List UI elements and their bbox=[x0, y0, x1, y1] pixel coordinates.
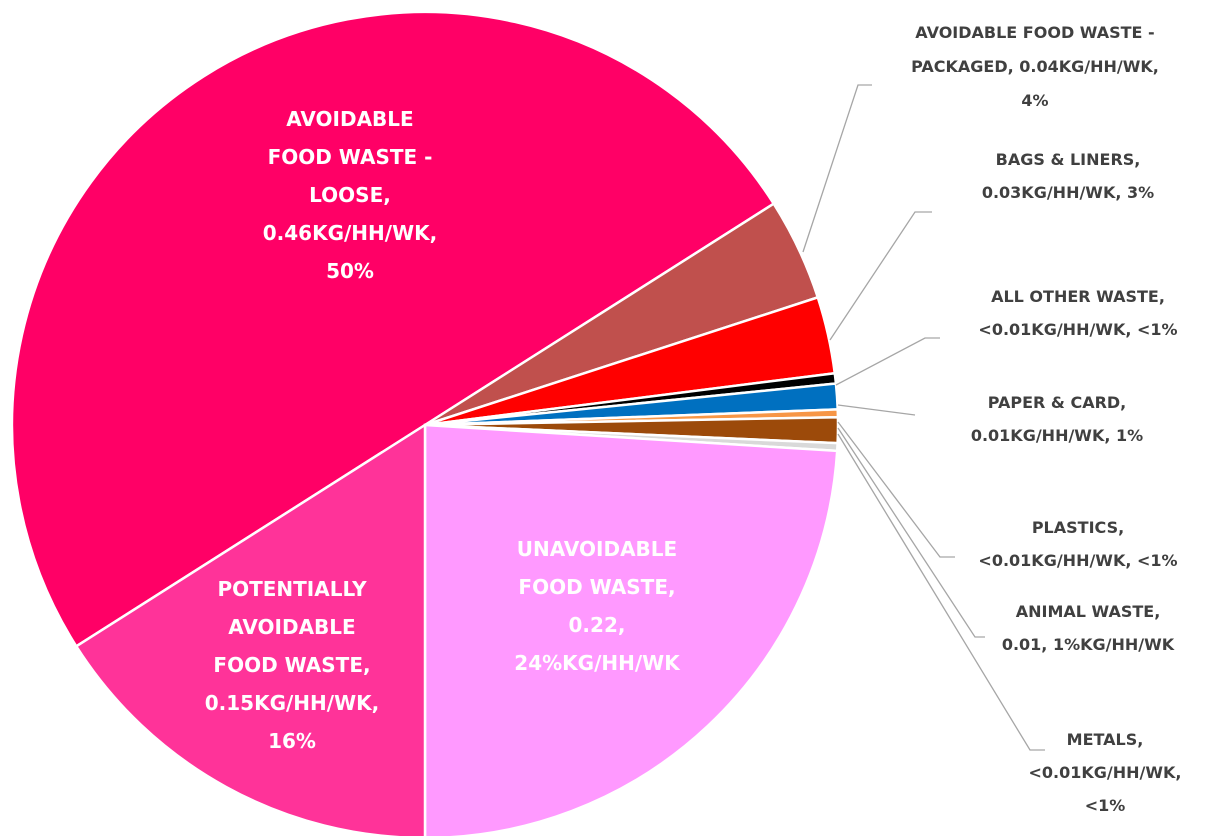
pie-slice bbox=[423, 423, 839, 836]
data-label-line: 0.01, 1%KG/HH/WK bbox=[1002, 635, 1175, 654]
leader-line bbox=[829, 211, 932, 341]
data-label-line: 0.03KG/HH/WK, 3% bbox=[982, 183, 1154, 202]
data-label-line: <1% bbox=[1085, 796, 1126, 815]
data-label-line: 0.15KG/HH/WK, bbox=[205, 691, 380, 715]
data-label-line: 16% bbox=[268, 729, 316, 753]
data-label-line: 0.22, bbox=[569, 613, 626, 637]
leader-line bbox=[835, 337, 940, 386]
leader-line bbox=[837, 404, 916, 416]
data-label: AVOIDABLE FOOD WASTE - PACKAGED, 0.04KG/H… bbox=[911, 23, 1159, 110]
data-label: ALL OTHER WASTE, <0.01KG/HH/WK, <1% bbox=[978, 287, 1177, 339]
data-label-line: 0.01KG/HH/WK, 1% bbox=[971, 426, 1143, 445]
data-label: METALS, <0.01KG/HH/WK, <1% bbox=[1028, 730, 1181, 815]
data-label-line: AVOIDABLE bbox=[228, 615, 355, 639]
data-label-line: ALL OTHER WASTE, bbox=[991, 287, 1165, 306]
data-label-line: PAPER & CARD, bbox=[988, 393, 1127, 412]
data-label-line: PLASTICS, bbox=[1032, 518, 1124, 537]
data-label-line: BAGS & LINERS, bbox=[996, 150, 1141, 169]
data-label: ANIMAL WASTE, 0.01, 1%KG/HH/WK bbox=[1002, 602, 1175, 654]
data-label-line: AVOIDABLE bbox=[286, 107, 413, 131]
data-label-line: 24%KG/HH/WK bbox=[514, 651, 681, 675]
data-label-line: FOOD WASTE, bbox=[518, 575, 675, 599]
data-label: UNAVOIDABLE FOOD WASTE, 0.22, 24%KG/HH/WK bbox=[514, 537, 681, 675]
data-label-line: METALS, bbox=[1067, 730, 1144, 749]
data-label-line: LOOSE, bbox=[309, 183, 391, 207]
leader-line bbox=[837, 433, 1045, 751]
data-label-line: AVOIDABLE FOOD WASTE - bbox=[915, 23, 1154, 42]
data-label-line: POTENTIALLY bbox=[217, 577, 367, 601]
data-label-line: 0.46KG/HH/WK, bbox=[263, 221, 438, 245]
data-label-line: <0.01KG/HH/WK, bbox=[1028, 763, 1181, 782]
data-label-line: 50% bbox=[326, 259, 374, 283]
data-label-line: 4% bbox=[1021, 91, 1048, 110]
data-label-line: <0.01KG/HH/WK, <1% bbox=[978, 551, 1177, 570]
data-label: PAPER & CARD, 0.01KG/HH/WK, 1% bbox=[971, 393, 1143, 445]
leader-line bbox=[837, 421, 955, 558]
data-label: PLASTICS, <0.01KG/HH/WK, <1% bbox=[978, 518, 1177, 570]
pie-slice bbox=[74, 422, 427, 836]
pie-slice bbox=[11, 11, 776, 649]
leader-line bbox=[837, 427, 985, 638]
data-label: POTENTIALLY AVOIDABLE FOOD WASTE, 0.15KG/HH… bbox=[205, 577, 380, 753]
data-label-line: FOOD WASTE - bbox=[268, 145, 433, 169]
data-label-line: UNAVOIDABLE bbox=[517, 537, 677, 561]
leader-line bbox=[802, 84, 872, 253]
data-label: BAGS & LINERS, 0.03KG/HH/WK, 3% bbox=[982, 150, 1154, 202]
data-label-line: <0.01KG/HH/WK, <1% bbox=[978, 320, 1177, 339]
data-label-line: FOOD WASTE, bbox=[213, 653, 370, 677]
data-label-line: PACKAGED, 0.04KG/HH/WK, bbox=[911, 57, 1159, 76]
data-label: AVOIDABLE FOOD WASTE - LOOSE, 0.46KG/HH/WK,… bbox=[263, 107, 438, 283]
data-label-line: ANIMAL WASTE, bbox=[1016, 602, 1161, 621]
